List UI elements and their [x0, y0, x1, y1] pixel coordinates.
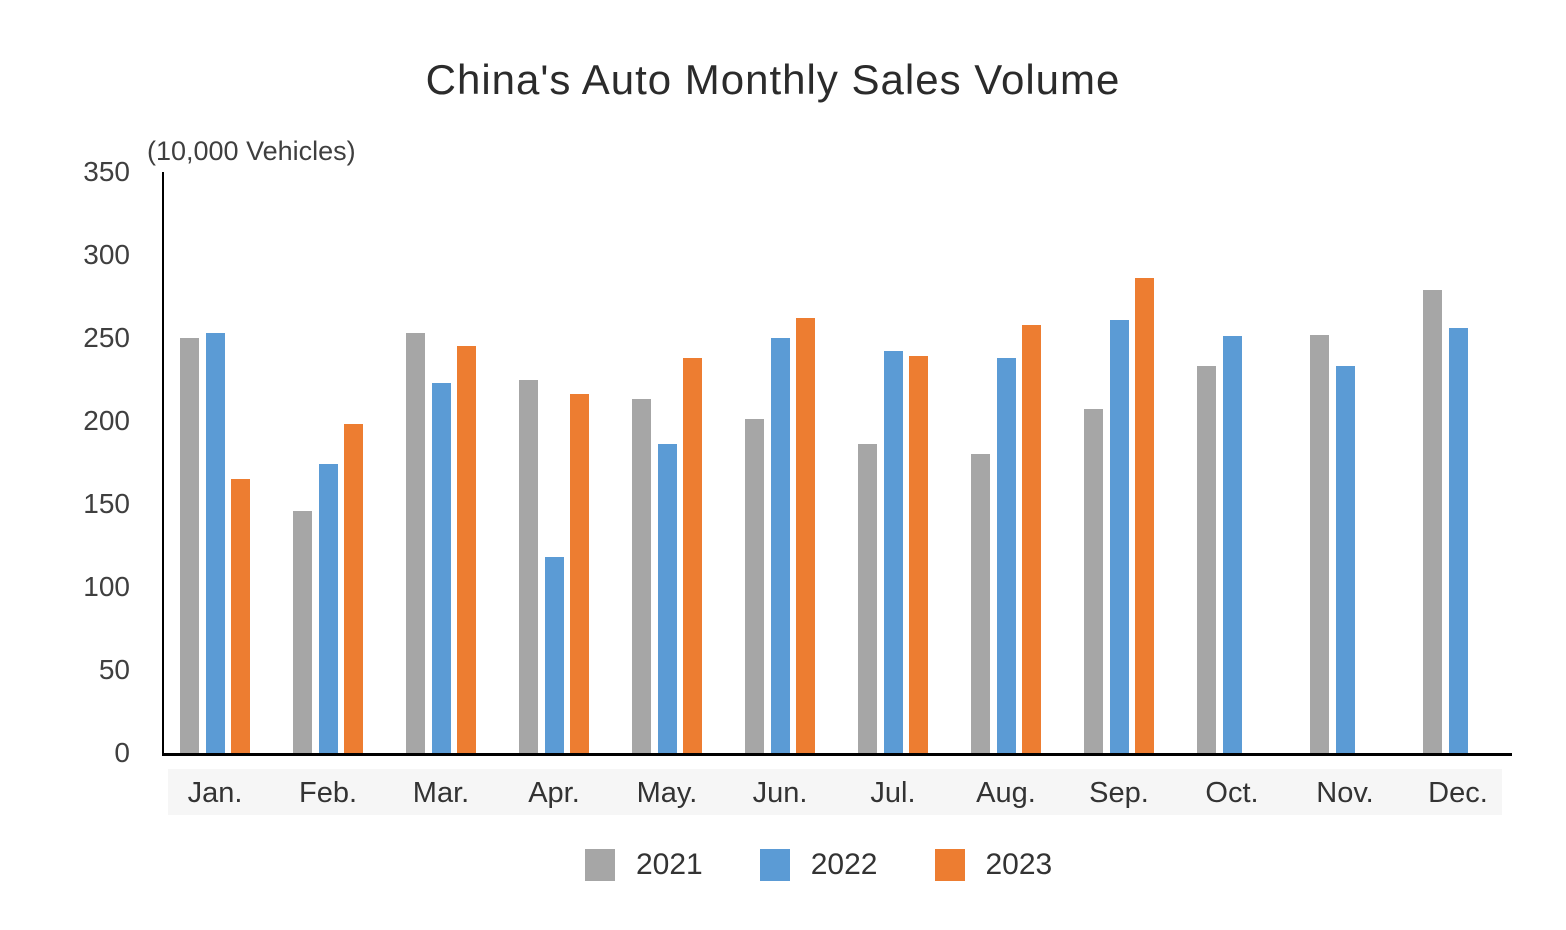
bar-2022-jun — [771, 338, 790, 753]
y-axis-unit-label: (10,000 Vehicles) — [147, 136, 356, 166]
x-tick-label-jun: Jun. — [752, 777, 808, 809]
bar-2021-oct — [1197, 366, 1216, 753]
legend-label-2023: 2023 — [985, 848, 1053, 881]
legend-swatch-2023 — [934, 849, 965, 881]
bar-2023-jun — [796, 318, 815, 753]
bar-2021-jun — [745, 419, 764, 753]
bar-2022-dec — [1449, 328, 1468, 753]
legend-swatch-2021 — [585, 849, 615, 881]
bar-2021-apr — [519, 379, 538, 753]
bar-2022-may — [658, 444, 677, 753]
bar-2022-sep — [1110, 319, 1129, 753]
bar-2023-jan — [231, 479, 250, 753]
bar-2023-may — [683, 357, 702, 753]
legend-swatch-2022 — [759, 849, 790, 881]
y-tick-label-200: 200 — [83, 405, 130, 436]
legend-label-2022: 2022 — [810, 848, 878, 881]
bar-2021-feb — [293, 510, 312, 753]
x-tick-label-nov: Nov. — [1316, 777, 1374, 809]
x-tick-label-mar: Mar. — [412, 777, 470, 809]
x-tick-label-feb: Feb. — [298, 777, 358, 809]
bar-2022-jul — [884, 351, 903, 753]
y-tick-label-350: 350 — [83, 156, 130, 187]
y-tick-label-0: 0 — [114, 737, 130, 768]
bar-2021-sep — [1084, 409, 1103, 753]
x-tick-label-aug: Aug. — [976, 777, 1036, 809]
y-tick-label-100: 100 — [83, 571, 130, 602]
y-tick-label-150: 150 — [83, 488, 130, 519]
bar-2021-jul — [858, 444, 877, 753]
bar-2023-aug — [1022, 324, 1041, 753]
bar-2023-feb — [344, 424, 363, 753]
chart-legend: 2021 2022 2023 — [585, 848, 1052, 882]
bar-2022-mar — [432, 382, 451, 753]
bar-2021-may — [632, 399, 651, 753]
x-tick-label-jan: Jan. — [187, 777, 243, 809]
chart-title: China's Auto Monthly Sales Volume — [425, 56, 1121, 103]
bar-2022-jan — [206, 333, 225, 753]
legend-label-2021: 2021 — [636, 848, 703, 881]
x-tick-label-dec: Dec. — [1428, 777, 1488, 809]
bar-2022-nov — [1336, 366, 1355, 753]
bar-2021-aug — [971, 454, 990, 753]
bar-2022-feb — [319, 464, 338, 753]
x-tick-label-sep: Sep. — [1089, 777, 1149, 809]
bar-2021-mar — [406, 333, 425, 753]
bar-2021-jan — [180, 338, 199, 753]
bar-2023-apr — [570, 394, 589, 753]
bar-2023-sep — [1135, 278, 1154, 753]
bar-2023-mar — [457, 346, 476, 753]
bar-2021-dec — [1423, 289, 1442, 753]
y-tick-label-50: 50 — [98, 654, 130, 685]
x-axis-label-strip — [168, 769, 1502, 815]
bar-2023-jul — [909, 356, 928, 753]
legend-item-2022: 2022 — [759, 848, 878, 882]
legend-item-2021: 2021 — [585, 848, 703, 882]
bar-2022-oct — [1223, 336, 1242, 753]
x-tick-label-may: May. — [636, 777, 698, 809]
bar-2022-apr — [545, 557, 564, 753]
x-tick-label-apr: Apr. — [528, 777, 580, 809]
y-tick-label-300: 300 — [83, 239, 130, 270]
legend-item-2023: 2023 — [934, 848, 1053, 882]
bar-2021-nov — [1310, 334, 1329, 753]
plot-area — [162, 172, 1512, 756]
x-tick-label-oct: Oct. — [1205, 777, 1259, 809]
y-tick-label-250: 250 — [83, 322, 130, 353]
bar-2022-aug — [997, 357, 1016, 753]
x-tick-label-jul: Jul. — [870, 777, 916, 809]
